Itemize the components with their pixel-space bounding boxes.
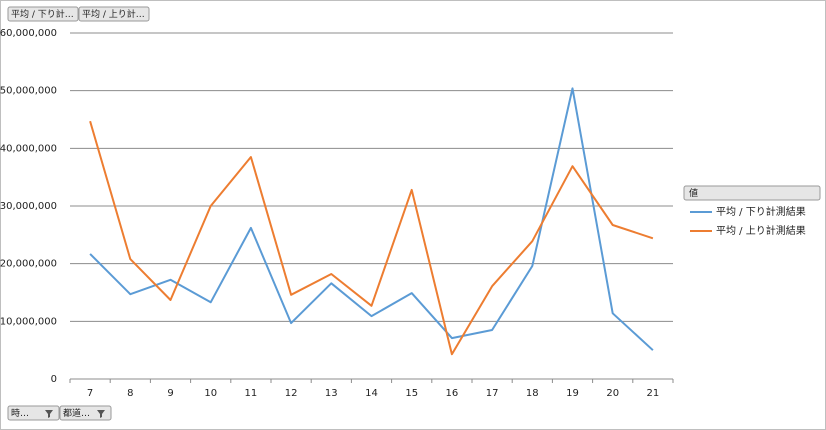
legend-title: 値: [689, 187, 698, 199]
x-tick-label: 8: [127, 388, 133, 399]
x-tick-label: 9: [167, 388, 173, 399]
y-tick-label: 50,000,000: [0, 86, 57, 97]
field-button-label: 平均 / 上り計…: [82, 8, 145, 20]
x-tick-label: 7: [87, 388, 93, 399]
field-button[interactable]: [7, 6, 79, 22]
x-tick-label: 21: [647, 388, 660, 399]
filter-icon[interactable]: [45, 410, 53, 418]
legend-title-box[interactable]: [683, 185, 821, 201]
field-button[interactable]: [7, 405, 60, 421]
x-tick-label: 16: [446, 388, 459, 399]
field-button[interactable]: [59, 405, 112, 421]
x-tick-label: 14: [365, 388, 378, 399]
y-tick-label: 60,000,000: [0, 28, 57, 39]
x-tick-label: 12: [285, 388, 298, 399]
field-button-label: 平均 / 下り計…: [11, 8, 74, 20]
y-tick-label: 20,000,000: [0, 259, 57, 270]
y-tick-label: 40,000,000: [0, 143, 57, 154]
series-line: [89, 87, 654, 351]
legend-label: 平均 / 下り計測結果: [716, 205, 806, 218]
field-button-label: 都道…: [63, 407, 90, 419]
x-tick-label: 18: [526, 388, 539, 399]
x-tick-label: 10: [204, 388, 217, 399]
field-button[interactable]: [78, 6, 150, 22]
x-tick-label: 15: [405, 388, 418, 399]
filter-icon[interactable]: [97, 410, 105, 418]
x-tick-label: 11: [245, 388, 258, 399]
legend-label: 平均 / 上り計測結果: [716, 224, 806, 237]
x-tick-label: 13: [325, 388, 338, 399]
field-button-label: 時…: [11, 408, 29, 419]
y-tick-label: 30,000,000: [0, 201, 57, 212]
series-line: [89, 120, 654, 356]
y-tick-label: 0: [51, 374, 57, 385]
y-tick-label: 10,000,000: [0, 316, 57, 327]
x-tick-label: 20: [606, 388, 619, 399]
x-tick-label: 19: [566, 388, 579, 399]
x-tick-label: 17: [486, 388, 499, 399]
